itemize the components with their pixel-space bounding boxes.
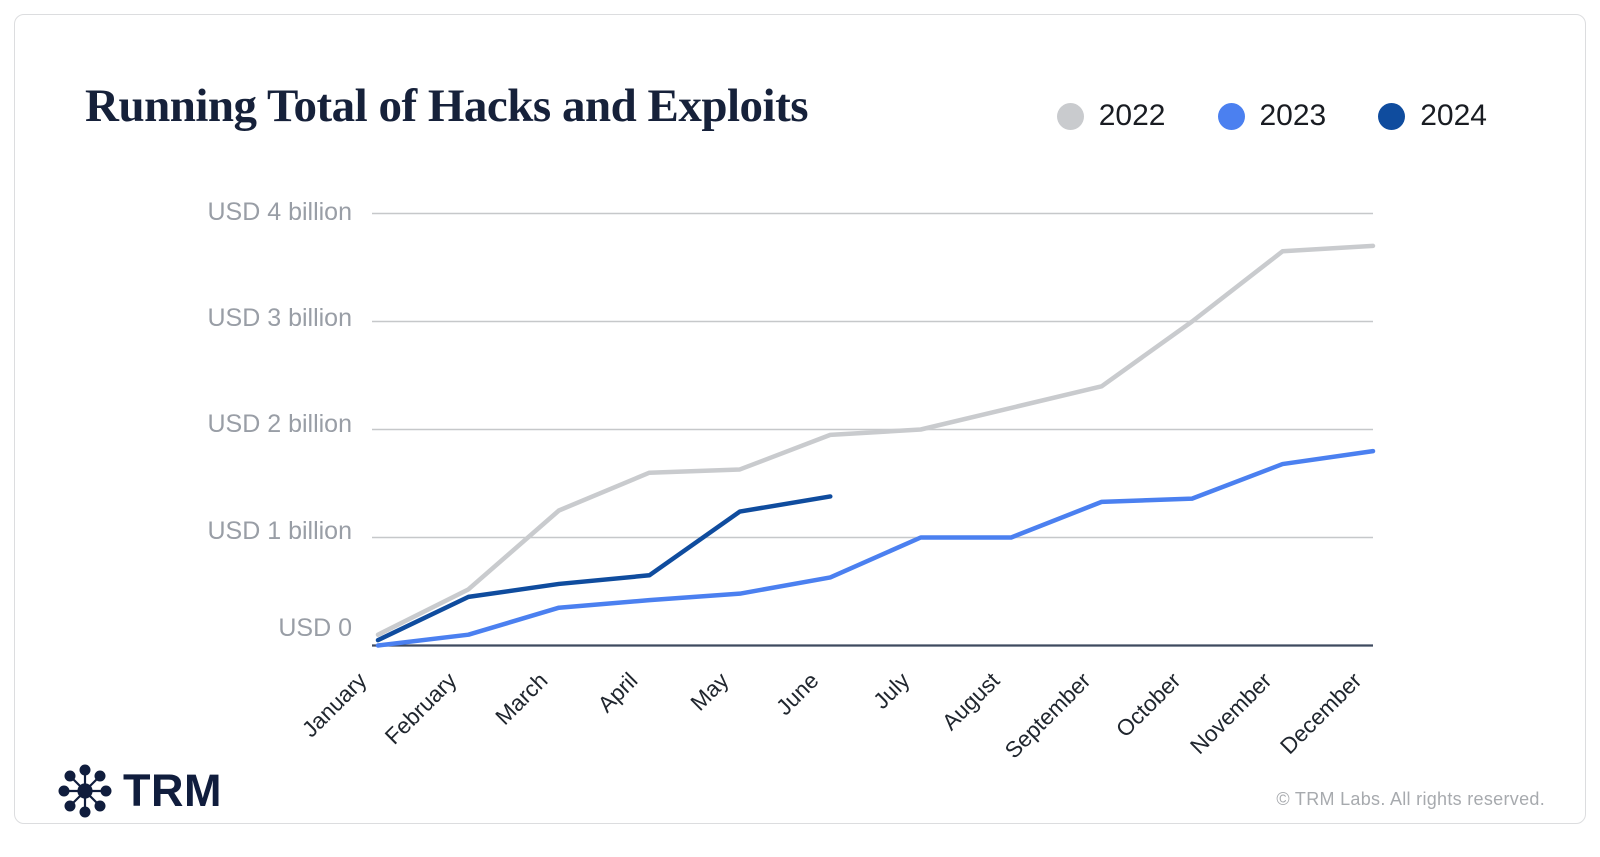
trm-logo: TRM <box>57 763 222 819</box>
y-tick-label: USD 2 billion <box>122 409 352 439</box>
trm-network-icon <box>57 763 113 819</box>
y-tick-label: USD 4 billion <box>122 197 352 227</box>
series-line-2022 <box>378 246 1373 635</box>
brand-wordmark: TRM <box>123 765 222 817</box>
series-line-2023 <box>378 451 1373 645</box>
series-line-2024 <box>378 496 830 640</box>
y-tick-label: USD 3 billion <box>122 303 352 333</box>
copyright-text: © TRM Labs. All rights reserved. <box>1276 789 1545 810</box>
chart-card: Running Total of Hacks and Exploits 2022… <box>14 14 1586 824</box>
y-tick-label: USD 1 billion <box>122 516 352 546</box>
y-tick-label: USD 0 <box>122 613 352 643</box>
